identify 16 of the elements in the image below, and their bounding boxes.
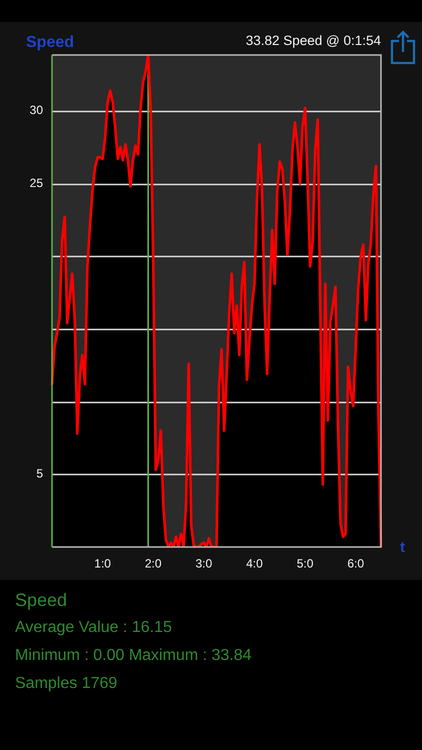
y-tick-label: 25 — [30, 176, 44, 190]
text: 33.82 Speed @ 0:1:54 — [246, 32, 381, 50]
x-axis-title: t — [400, 539, 405, 557]
text: Average Value : 16.15 — [15, 618, 173, 638]
x-tick-label: 6:0 — [347, 556, 364, 571]
x-tick-label: 1:0 — [94, 556, 112, 571]
chart-title: Speed — [26, 33, 74, 53]
text: Minimum : 0.00 Maximum : 33.84 — [15, 646, 252, 666]
x-tick-label: 3:0 — [196, 556, 213, 571]
x-tick-label: 4:0 — [246, 556, 264, 571]
x-tick-label: 2:0 — [144, 556, 162, 571]
text: Speed — [15, 589, 68, 612]
x-tick-label: 5:0 — [296, 556, 314, 571]
y-tick-label: 5 — [36, 466, 44, 481]
text: Samples 1769 — [15, 674, 118, 694]
y-tick-label: 30 — [30, 103, 44, 118]
